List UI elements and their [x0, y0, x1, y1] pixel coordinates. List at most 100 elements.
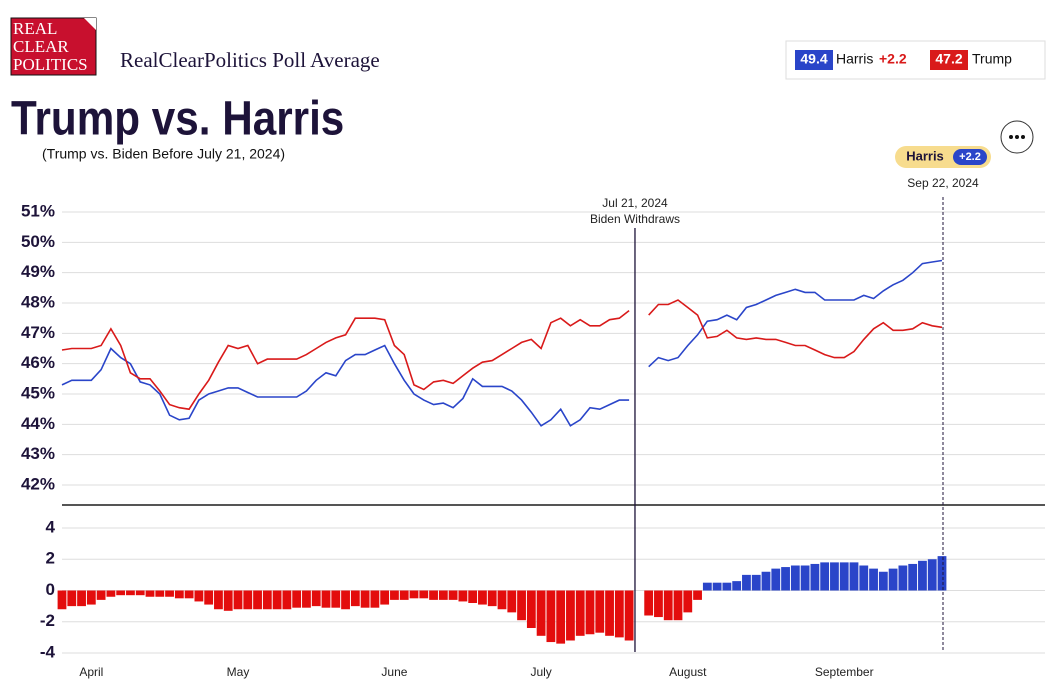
bar [663, 590, 673, 621]
leader-pill [953, 149, 987, 165]
y-tick-label: 47% [21, 323, 55, 342]
subtitle: (Trump vs. Biden Before July 21, 2024) [42, 146, 285, 162]
bar [878, 571, 888, 591]
bar [135, 590, 145, 596]
leader-date: Sep 22, 2024 [907, 176, 979, 190]
y-tick-label: -2 [40, 611, 55, 630]
bar [292, 590, 302, 608]
bar [908, 563, 918, 591]
bar [830, 562, 839, 591]
bar [438, 590, 448, 600]
bar [282, 590, 292, 610]
series-line [61, 299, 943, 411]
bar [233, 590, 243, 610]
bar [390, 590, 399, 600]
bar [526, 590, 536, 628]
x-tick-label: June [381, 665, 407, 679]
bar [693, 590, 702, 600]
bar [771, 568, 781, 591]
y-tick-label: 45% [21, 383, 55, 402]
legend: 49.4 Harris +2.2 47.2 Trump [785, 40, 1046, 80]
x-tick-label: August [669, 665, 707, 679]
bar [106, 590, 116, 597]
bar [96, 590, 106, 600]
y-tick-label: 4 [46, 517, 56, 536]
legend-value: 49.4 [800, 51, 827, 67]
bar [927, 559, 937, 591]
bar [722, 582, 732, 591]
x-tick-label: April [79, 665, 103, 679]
bar [761, 571, 771, 591]
logo: REAL CLEAR POLITICS [10, 17, 97, 76]
legend-name: Trump [972, 51, 1012, 67]
bar [497, 590, 507, 610]
bar [937, 556, 947, 591]
bar [585, 590, 595, 635]
legend-badge [930, 50, 968, 70]
bar [478, 590, 487, 605]
bar [243, 590, 253, 610]
bar [644, 590, 654, 616]
logo-text: POLITICS [13, 55, 88, 74]
bar [380, 590, 390, 605]
bar [546, 590, 556, 643]
bar [781, 567, 790, 591]
legend-badge [795, 50, 833, 70]
bar [174, 590, 184, 599]
bar [869, 568, 878, 591]
y-tick-label: -4 [40, 642, 56, 661]
logo-text: REAL [13, 19, 57, 38]
bar [507, 590, 517, 613]
y-tick-label: 44% [21, 414, 55, 433]
bar [614, 590, 624, 638]
bar [732, 581, 742, 591]
y-tick-label: 48% [21, 292, 55, 311]
legend-value: 47.2 [935, 51, 962, 67]
x-tick-label: May [227, 665, 250, 679]
bar [116, 590, 126, 596]
y-tick-label: 50% [21, 232, 55, 251]
bar [67, 590, 77, 607]
bar [57, 590, 67, 610]
bar [605, 590, 614, 636]
dot [1021, 135, 1025, 139]
bar [673, 590, 683, 621]
bar [419, 590, 429, 599]
bar [302, 590, 311, 608]
bar [262, 590, 272, 610]
dot [1009, 135, 1013, 139]
bar [429, 590, 438, 600]
bar [702, 582, 712, 591]
bar [341, 590, 350, 610]
bar [918, 560, 927, 591]
bar [624, 590, 634, 641]
site-title: RealClearPolitics Poll Average [120, 48, 380, 72]
x-tick-label: September [815, 665, 874, 679]
bar [800, 565, 810, 591]
bar [487, 590, 497, 607]
bar [448, 590, 458, 600]
legend-change: +2.2 [879, 51, 907, 67]
bar [712, 582, 722, 591]
bar [458, 590, 468, 602]
more-button[interactable] [1000, 120, 1034, 154]
bar [683, 590, 693, 613]
bar [556, 590, 566, 644]
y-tick-label: 43% [21, 444, 55, 463]
y-tick-label: 42% [21, 474, 55, 493]
bar [536, 590, 546, 636]
x-tick-label: July [530, 665, 551, 679]
series-line [61, 259, 943, 427]
logo-text: CLEAR [13, 37, 69, 56]
bar [145, 590, 155, 597]
bar [751, 574, 761, 591]
y-tick-label: 51% [21, 201, 55, 220]
logo-corner [84, 18, 96, 30]
bar [155, 590, 165, 597]
bar [311, 590, 321, 607]
y-tick-label: 0 [46, 580, 55, 599]
bar [409, 590, 419, 599]
bar [888, 568, 898, 591]
